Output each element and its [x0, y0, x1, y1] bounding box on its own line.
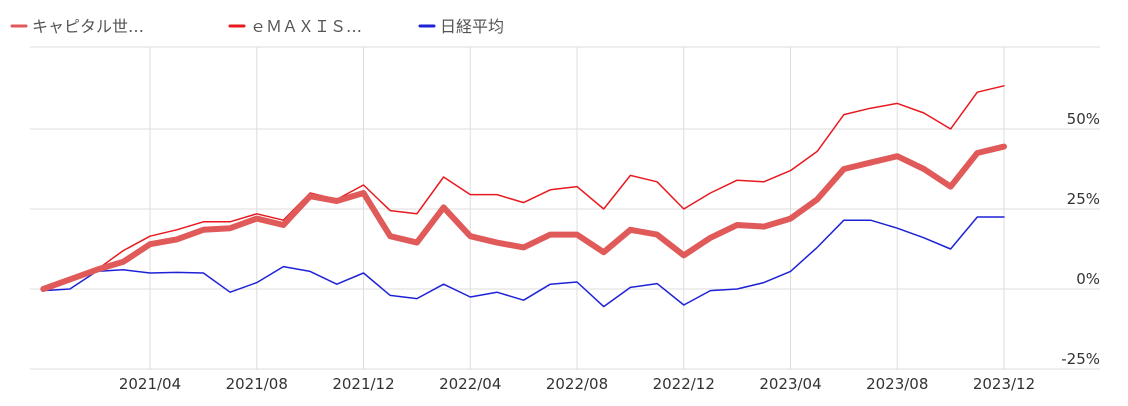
y-tick-label: -25%	[1061, 350, 1100, 368]
y-tick-label: 50%	[1067, 110, 1100, 128]
legend-item[interactable]: 日経平均	[418, 17, 504, 36]
x-tick-label: 2023/04	[759, 375, 821, 393]
y-axis-ticks: 50% 25% 0% -25%	[1061, 110, 1100, 368]
series-lines	[40, 85, 1007, 308]
x-tick-label: 2022/12	[653, 375, 715, 393]
legend-label: ｅＭＡＸＩＳ…	[250, 17, 362, 36]
grid	[30, 46, 1100, 370]
x-tick-label: 2023/08	[866, 375, 928, 393]
legend-item[interactable]: ｅＭＡＸＩＳ…	[228, 17, 362, 36]
legend-label: キャピタル世…	[32, 17, 144, 36]
legend-label: 日経平均	[440, 17, 504, 36]
series-line-nikkei	[42, 216, 1005, 308]
y-tick-label: 0%	[1076, 270, 1100, 288]
x-tick-label: 2023/12	[973, 375, 1035, 393]
x-tick-label: 2022/08	[546, 375, 608, 393]
series-line-capital	[40, 143, 1007, 292]
x-tick-label: 2021/12	[332, 375, 394, 393]
legend-item[interactable]: キャピタル世…	[10, 17, 144, 36]
x-tick-label: 2021/08	[226, 375, 288, 393]
legend[interactable]: キャピタル世… ｅＭＡＸＩＳ… 日経平均	[10, 17, 504, 36]
y-tick-label: 25%	[1067, 190, 1100, 208]
x-tick-label: 2021/04	[119, 375, 181, 393]
x-tick-label: 2022/04	[439, 375, 501, 393]
series-line-emaxis	[42, 85, 1005, 290]
x-axis-ticks: 2021/04 2021/08 2021/12 2022/04 2022/08 2022/…	[119, 375, 1035, 393]
